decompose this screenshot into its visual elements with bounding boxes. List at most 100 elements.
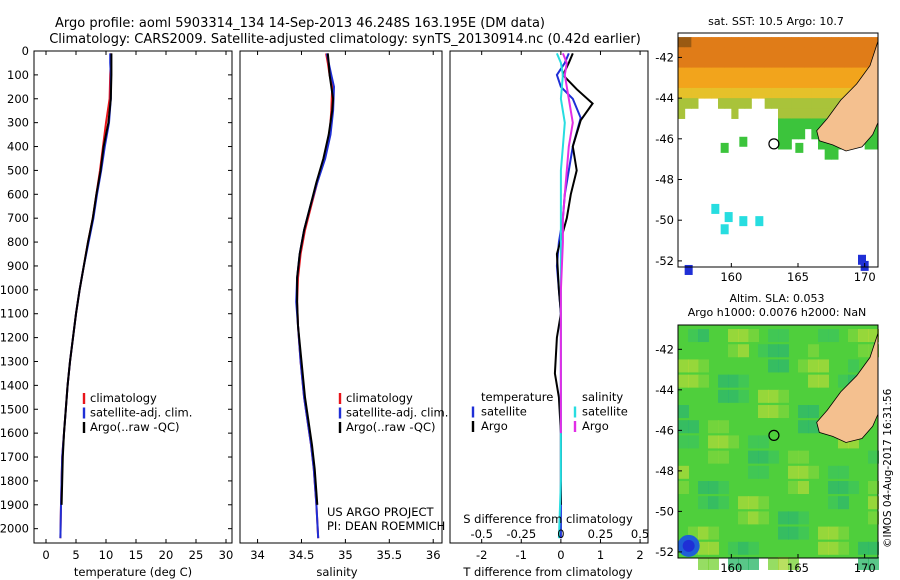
sst-cell — [758, 77, 766, 89]
sla-map-title-line1: Altim. SLA: 0.053 — [729, 292, 824, 305]
sst-cell — [804, 37, 812, 48]
map-y-tick-label: -42 — [655, 342, 674, 356]
map-y-tick-label: -50 — [655, 504, 674, 518]
sla-cell — [748, 511, 759, 525]
salinity-axes-frame — [239, 50, 443, 544]
sla-cell — [818, 541, 829, 555]
sst-cell — [864, 57, 872, 69]
legend-label: satellite — [582, 405, 628, 419]
sst-cell — [704, 87, 712, 99]
sst-cell — [711, 77, 719, 89]
legend-label: Argo — [481, 419, 508, 433]
difference-lines — [553, 53, 594, 539]
x-tick-label: 5 — [72, 548, 79, 562]
legend-label: temperature — [481, 390, 553, 404]
sla-cell — [798, 511, 809, 525]
sst-cell — [784, 47, 792, 58]
sla-cell — [748, 465, 759, 479]
sst-cell — [764, 67, 772, 79]
sst-cell — [818, 77, 826, 89]
argo-position-marker — [768, 138, 780, 150]
sla-cell — [678, 405, 689, 419]
map-x-tick-label: 160 — [720, 270, 742, 284]
sla-cell — [798, 465, 809, 479]
sla-cell — [718, 450, 729, 464]
sst-cell — [804, 98, 812, 109]
sst-cell — [791, 108, 799, 119]
imos-timestamp: ©IMOS 04-Aug-2017 16:31:56 — [882, 388, 894, 548]
sla-cell — [688, 435, 699, 449]
difference-panel: -2 -1 0 1 2 temperaturesatelliteArgosalinity… — [449, 50, 649, 579]
sst-cell — [791, 77, 799, 89]
sla-cell — [828, 481, 839, 495]
map-y-tick-label: -44 — [655, 91, 674, 105]
sst-cell — [818, 67, 826, 79]
map-y-tick-label: -52 — [655, 254, 674, 268]
sst-cell — [811, 77, 819, 89]
sla-cell — [728, 374, 739, 388]
sst-cell — [798, 57, 806, 69]
sst-cell — [831, 47, 839, 58]
sla-cell — [778, 405, 789, 419]
sst-cell — [698, 37, 706, 48]
sst-cell — [738, 37, 746, 48]
series-line-argorawqc — [296, 53, 335, 505]
sst-cell — [778, 118, 786, 130]
sla-cell — [698, 481, 709, 495]
sst-cell — [791, 98, 799, 109]
sst-cell — [751, 47, 759, 58]
sla-cell — [708, 420, 719, 434]
sst-cell — [811, 67, 819, 79]
sla-cell — [718, 496, 729, 510]
salinity-panel: 34 34.5 35 35.5 36 climatologysatellite-adj.… — [239, 50, 448, 579]
sst-cell — [844, 77, 852, 89]
depth-tick-label: 1700 — [0, 450, 29, 464]
sla-cell — [798, 359, 809, 373]
sla-cell — [778, 359, 789, 373]
legend-label: Argo(..raw -QC) — [90, 420, 180, 434]
sla-cell — [838, 541, 849, 555]
sla-cell — [748, 541, 759, 555]
sla-cell — [708, 526, 719, 540]
x-tick-label: -2 — [476, 548, 487, 562]
sst-cell — [851, 37, 859, 48]
sla-cell — [778, 344, 789, 358]
sst-cell — [704, 37, 712, 48]
sst-map-frame — [677, 32, 879, 268]
sst-cell — [758, 67, 766, 79]
sst-cell — [811, 128, 819, 140]
sst-cell — [724, 57, 732, 69]
sst-cell — [831, 148, 839, 160]
sst-cell — [831, 67, 839, 79]
sst-cell — [678, 108, 686, 119]
s-diff-tick-label: 0.5 — [631, 527, 649, 541]
x-tick-label: 1 — [597, 548, 604, 562]
sla-cell — [768, 450, 779, 464]
sst-cell — [758, 57, 766, 69]
sla-cell — [718, 481, 729, 495]
sla-cell — [758, 435, 769, 449]
sst-cell — [738, 77, 746, 89]
sst-cell — [791, 118, 799, 130]
sla-cell — [808, 465, 819, 479]
sla-cell — [728, 435, 739, 449]
sst-cell — [678, 37, 686, 48]
x-tick-label: 0 — [42, 548, 49, 562]
depth-tick-label: 1600 — [0, 426, 29, 440]
sla-map-frame — [677, 324, 879, 559]
sla-cell — [828, 465, 839, 479]
sst-cell — [811, 98, 819, 109]
map-x-tick-label: 165 — [787, 270, 809, 284]
sla-cell — [718, 435, 729, 449]
sst-cell — [791, 87, 799, 99]
difference-legend: temperaturesatelliteArgosalinitysatellit… — [471, 390, 628, 433]
sst-cell — [818, 98, 826, 109]
sst-cell — [678, 77, 686, 89]
sst-cell — [811, 57, 819, 69]
sst-cell — [838, 37, 846, 48]
sst-cell — [871, 128, 879, 140]
sst-cell — [858, 254, 866, 265]
sla-cell — [828, 526, 839, 540]
sst-cell — [838, 47, 846, 58]
